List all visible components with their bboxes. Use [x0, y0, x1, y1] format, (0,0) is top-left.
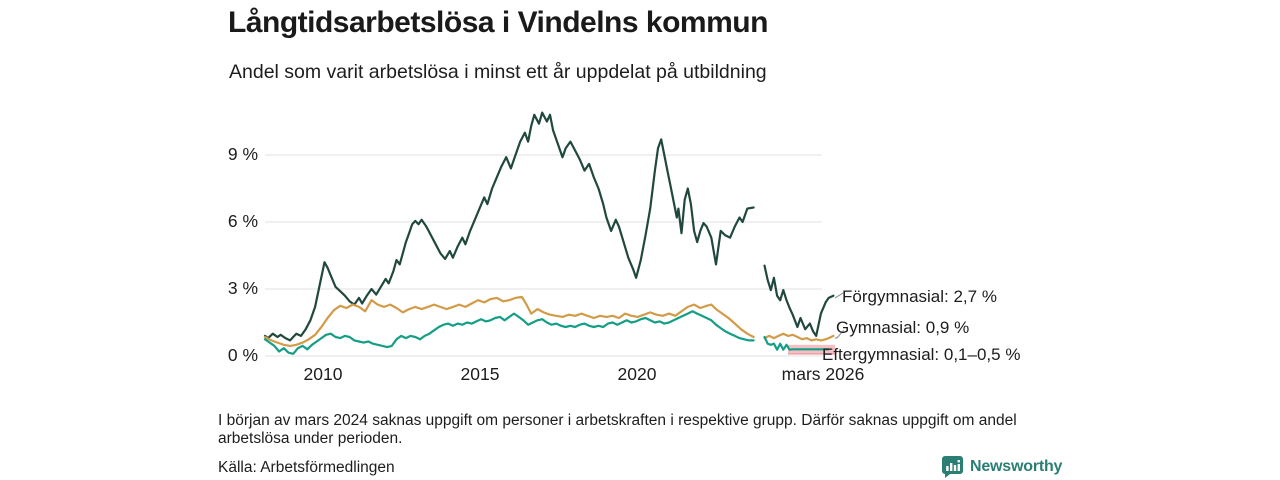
- newsworthy-logo: Newsworthy: [941, 455, 1062, 479]
- line-chart-plot: [263, 111, 845, 357]
- series-label-gymnasial: Gymnasial: 0,9 %: [836, 318, 970, 337]
- x-axis-tick-2010: 2010: [303, 364, 343, 384]
- page-title: Långtidsarbetslösa i Vindelns kommun: [228, 6, 768, 39]
- y-axis-tick-9: 9 %: [227, 144, 258, 164]
- chart-subtitle: Andel som varit arbetslösa i minst ett å…: [229, 61, 767, 83]
- x-axis-tick-2020: 2020: [617, 364, 657, 384]
- x-axis-tick-2015: 2015: [460, 364, 500, 384]
- footnote: I början av mars 2024 saknas uppgift om …: [218, 412, 1017, 447]
- series-label-forgymnasial: Förgymnasial: 2,7 %: [842, 287, 997, 306]
- x-axis-tick-mars-2026: mars 2026: [781, 364, 865, 384]
- y-axis-tick-3: 3 %: [227, 278, 258, 298]
- series-label-eftergymnasial: Eftergymnasial: 0,1–0,5 %: [822, 345, 1021, 364]
- y-axis-tick-6: 6 %: [227, 211, 258, 231]
- y-axis-tick-0: 0 %: [227, 345, 258, 365]
- source-attribution: Källa: Arbetsförmedlingen: [218, 459, 395, 476]
- newsworthy-icon: [942, 456, 963, 478]
- newsworthy-wordmark: Newsworthy: [970, 458, 1063, 475]
